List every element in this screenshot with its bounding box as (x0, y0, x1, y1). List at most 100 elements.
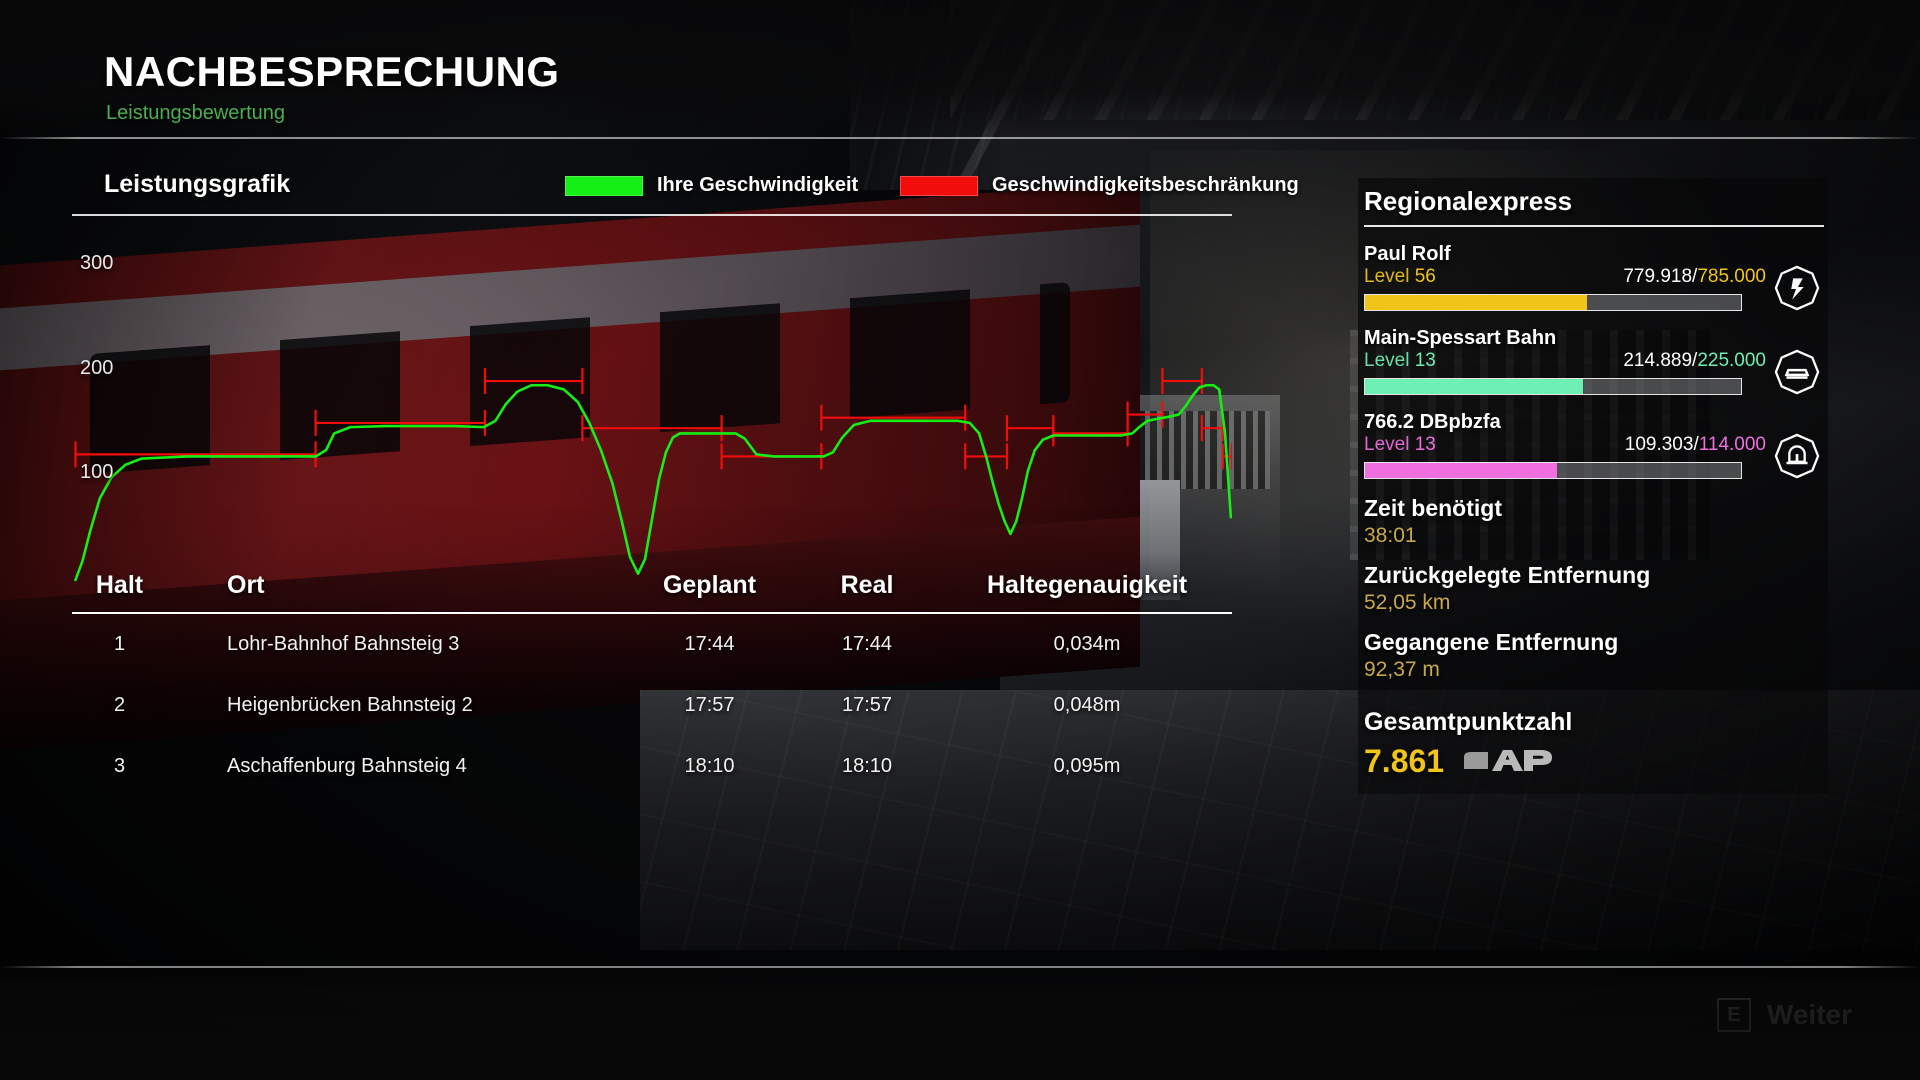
xp-loco-values: 109.303/114.000 (1625, 434, 1766, 456)
cell-ort: Lohr-Bahnhof Bahnsteig 3 (227, 633, 460, 655)
cell-ort: Aschaffenburg Bahnsteig 4 (227, 755, 467, 777)
graph-header: Leistungsgrafik Ihre Geschwindigkeit Ges… (72, 168, 1299, 214)
xp-loco-row: Level 13 109.303/114.000 (1364, 434, 1822, 456)
legend-label-speed-limit: Geschwindigkeitsbeschränkung (992, 174, 1299, 196)
stat-value-distance-walked: 92,37 m (1364, 658, 1440, 681)
ap-logo-icon (1462, 745, 1558, 779)
column-header-geplant: Geplant (662, 571, 757, 599)
xp-route-separator: / (1692, 350, 1698, 371)
xp-loco-level: Level 13 (1364, 434, 1436, 456)
table-row: 2 Heigenbrücken Bahnsteig 2 17:57 17:57 … (72, 675, 1232, 736)
xp-loco-separator: / (1693, 434, 1699, 455)
xp-loco-name: 766.2 DBpbzfa (1364, 411, 1501, 433)
xp-player-level-number: 56 (1414, 266, 1436, 287)
xp-loco-level-number: 13 (1414, 434, 1436, 455)
y-axis-label-300: 300 (80, 251, 114, 274)
cell-geplant: 18:10 (684, 755, 735, 777)
summary-side-panel: Regionalexpress Paul Rolf Level 56 779.9… (1358, 178, 1828, 794)
stat-block-time: Zeit benötigt 38:01 (1358, 495, 1828, 548)
total-score-row: 7.861 (1364, 743, 1822, 780)
cell-halt: 2 (113, 694, 126, 716)
speed-limit-line (75, 379, 1232, 458)
xp-player-progress-bar (1364, 294, 1742, 311)
column-header-halt: Halt (95, 571, 144, 599)
cell-geplant: 17:44 (684, 633, 735, 655)
xp-player-name: Paul Rolf (1364, 243, 1451, 265)
xp-route-progress-bar (1364, 378, 1742, 395)
xp-player-level: Level 56 (1364, 266, 1436, 288)
cell-real: 17:57 (841, 694, 893, 716)
column-header-real: Real (840, 571, 894, 599)
xp-loco-max: 114.000 (1698, 434, 1766, 455)
page-title: NACHBESPRECHUNG (104, 48, 560, 95)
cell-real: 18:10 (841, 755, 893, 777)
stat-block-distance-walked: Gegangene Entfernung 92,37 m (1358, 629, 1828, 682)
xp-player-row: Level 56 779.918/785.000 (1364, 266, 1822, 288)
xp-loco-level-word: Level (1364, 434, 1410, 455)
player-badge-icon (1774, 265, 1820, 311)
xp-route-level-word: Level (1364, 350, 1410, 371)
cell-halt: 1 (113, 633, 126, 655)
xp-route-row: Level 13 214.889/225.000 (1364, 350, 1822, 372)
legend-label-your-speed: Ihre Geschwindigkeit (657, 174, 859, 196)
total-score-value: 7.861 (1364, 743, 1445, 779)
cell-real: 17:44 (841, 633, 893, 655)
graph-title: Leistungsgrafik (104, 170, 291, 198)
header-divider (0, 137, 1920, 139)
header-bar: NACHBESPRECHUNG Leistungsbewertung (0, 0, 1920, 140)
legend-swatch-red (900, 175, 978, 196)
xp-player-values: 779.918/785.000 (1623, 266, 1766, 288)
xp-loco-progress-fill (1365, 463, 1557, 478)
legend-entry-speed-limit: Geschwindigkeitsbeschränkung (900, 174, 1299, 197)
column-header-ort: Ort (227, 571, 265, 599)
stops-table-body: 1 Lohr-Bahnhof Bahnsteig 3 17:44 17:44 0… (72, 613, 1232, 797)
xp-block-route: Main-Spessart Bahn Level 13 214.889/225.… (1358, 327, 1828, 395)
cell-ort: Heigenbrücken Bahnsteig 2 (227, 694, 473, 716)
page-subtitle: Leistungsbewertung (106, 102, 286, 124)
xp-loco-current: 109.303 (1624, 434, 1694, 455)
y-axis-label-100: 100 (80, 461, 114, 484)
legend-entry-your-speed: Ihre Geschwindigkeit (565, 174, 858, 197)
route-badge-icon (1774, 349, 1820, 395)
table-row: 1 Lohr-Bahnhof Bahnsteig 3 17:44 17:44 0… (72, 613, 1232, 675)
footer-bar (0, 965, 1920, 1080)
side-panel-divider (1364, 225, 1824, 227)
stops-table-head: Halt Ort Geplant Real Haltegenauigkeit (72, 565, 1232, 613)
stops-table: Halt Ort Geplant Real Haltegenauigkeit 1… (72, 565, 1232, 797)
xp-route-level-number: 13 (1414, 350, 1436, 371)
xp-player-progress-fill (1365, 295, 1587, 310)
y-axis-label-200: 200 (80, 356, 114, 379)
xp-player-current: 779.918 (1623, 266, 1693, 287)
speed-chart: 300 200 100 (72, 220, 1234, 582)
graph-divider (72, 214, 1232, 216)
stat-value-distance-travelled: 52,05 km (1364, 591, 1451, 614)
xp-route-progress-fill (1365, 379, 1584, 394)
stops-header-row: Halt Ort Geplant Real Haltegenauigkeit (72, 565, 1232, 613)
xp-player-separator: / (1692, 266, 1698, 287)
speed-chart-svg (74, 368, 1234, 582)
cell-haltegenauigkeit: 0,095m (1053, 755, 1121, 777)
loco-badge-icon (1774, 433, 1820, 479)
xp-route-current: 214.889 (1623, 350, 1693, 371)
xp-block-loco: 766.2 DBpbzfa Level 13 109.303/114.000 (1358, 411, 1828, 479)
xp-player-max: 785.000 (1697, 266, 1766, 287)
cell-haltegenauigkeit: 0,048m (1053, 694, 1121, 716)
stat-label-distance-walked: Gegangene Entfernung (1364, 629, 1619, 655)
stops-table-container: Halt Ort Geplant Real Haltegenauigkeit 1… (72, 565, 1232, 797)
xp-route-max: 225.000 (1697, 350, 1766, 371)
table-row: 3 Aschaffenburg Bahnsteig 4 18:10 18:10 … (72, 736, 1232, 797)
total-score-block: Gesamtpunktzahl 7.861 (1358, 708, 1828, 780)
actual-speed-line (74, 383, 1233, 582)
xp-route-name: Main-Spessart Bahn (1364, 327, 1557, 349)
cell-haltegenauigkeit: 0,034m (1053, 633, 1121, 655)
xp-route-values: 214.889/225.000 (1623, 350, 1766, 372)
xp-player-level-word: Level (1364, 266, 1410, 287)
service-name: Regionalexpress (1364, 186, 1573, 216)
footer-divider (0, 966, 1920, 968)
cell-geplant: 17:57 (684, 694, 735, 716)
legend-swatch-green (565, 175, 643, 196)
stat-block-distance-travelled: Zurückgelegte Entfernung 52,05 km (1358, 562, 1828, 615)
column-header-haltegenauigkeit: Haltegenauigkeit (986, 571, 1188, 599)
cell-halt: 3 (113, 755, 126, 777)
total-score-label: Gesamtpunktzahl (1364, 708, 1573, 736)
